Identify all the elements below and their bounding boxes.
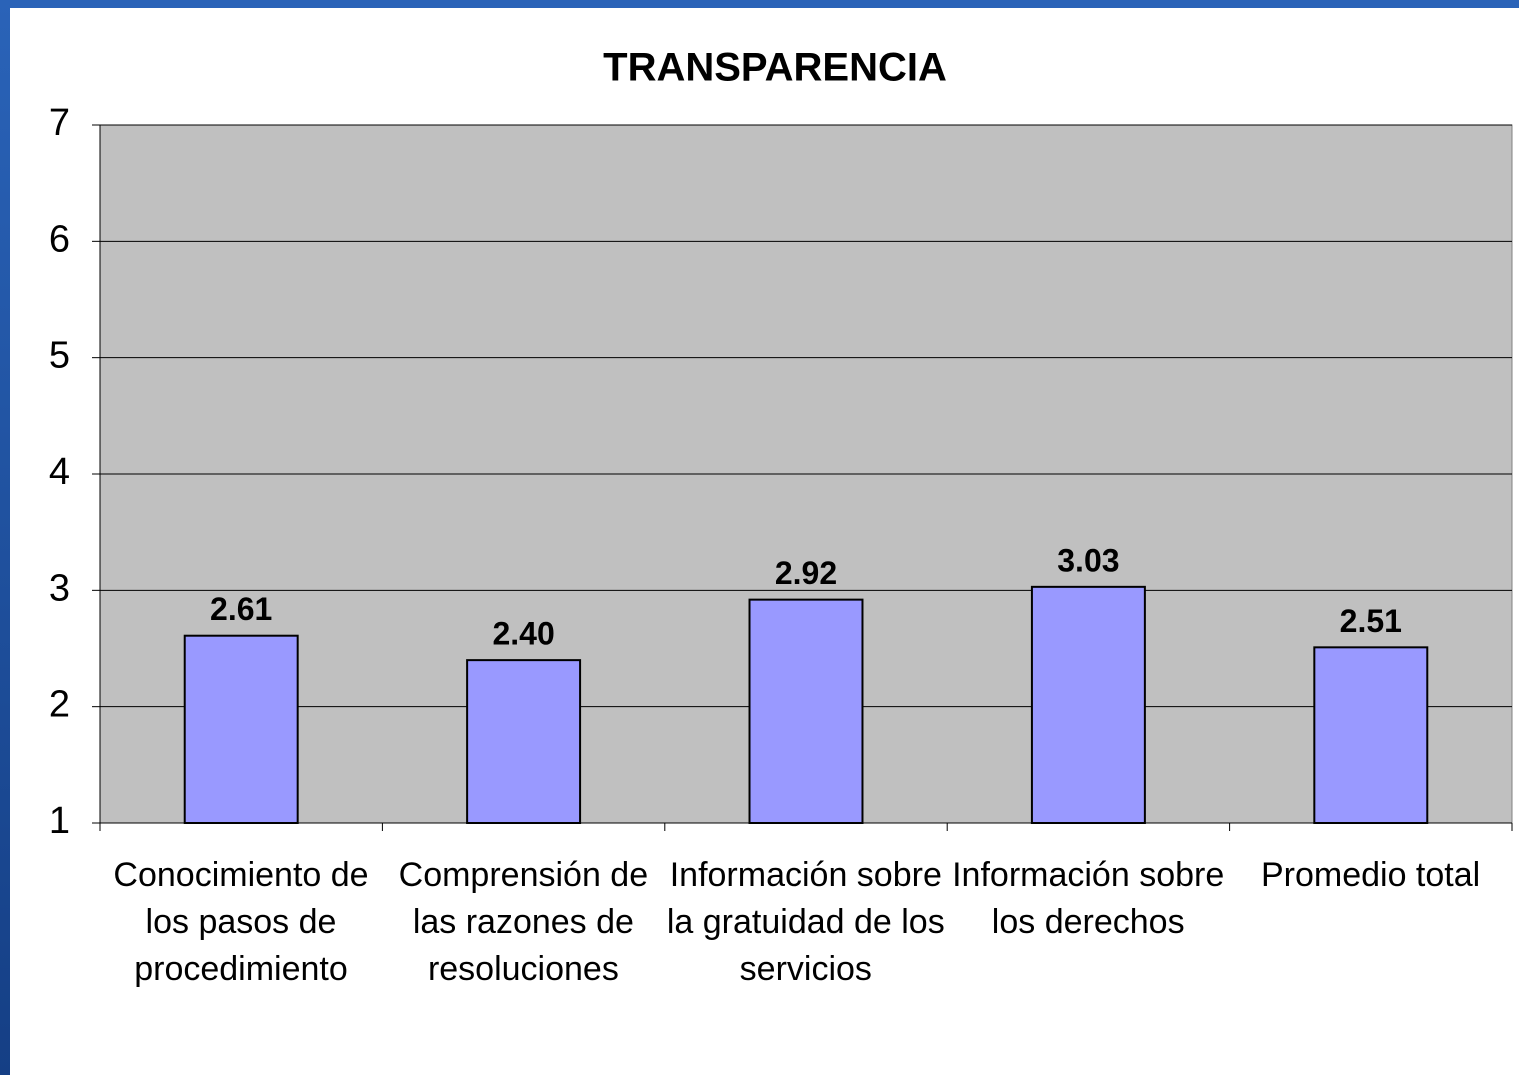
x-tick-label: Información sobre los derechos (952, 856, 1225, 941)
y-tick-label: 2 (49, 684, 70, 726)
bar (183, 634, 299, 824)
bar (466, 659, 582, 825)
y-tick-label: 3 (49, 567, 70, 609)
y-tick-label: 5 (49, 335, 70, 377)
x-tick-label: Conocimiento de los pasos de procedimien… (113, 856, 369, 988)
y-tick-label: 6 (49, 218, 70, 260)
bar (1313, 646, 1429, 824)
bar (748, 598, 864, 825)
data-label: 2.61 (210, 591, 272, 627)
x-tick-label: Promedio total (1260, 856, 1481, 894)
x-tick-label: Información sobre la gratuidad de los se… (666, 856, 945, 988)
chart-title: TRANSPARENCIA (603, 46, 947, 90)
bar (1030, 585, 1146, 824)
x-tick-label: Comprensión de las razones de resolucion… (398, 856, 649, 988)
data-label: 2.51 (1340, 603, 1402, 639)
y-tick-label: 1 (49, 800, 70, 842)
data-label: 2.40 (492, 616, 554, 652)
data-label: 2.92 (775, 555, 837, 591)
y-tick-label: 7 (49, 102, 70, 144)
data-label: 3.03 (1057, 542, 1119, 578)
y-tick-label: 4 (49, 451, 70, 493)
